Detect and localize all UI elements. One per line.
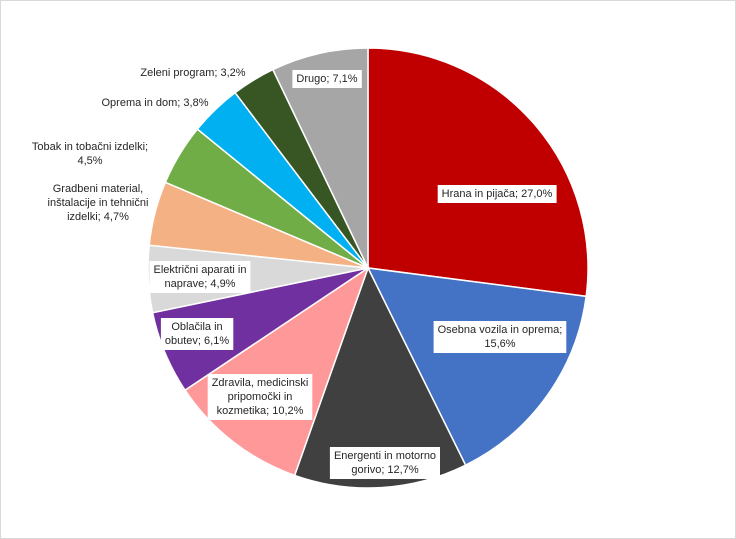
slice-label-text: Osebna vozila in oprema; 15,6%: [438, 324, 563, 350]
slice-label-text: Oblačila in obutev; 6,1%: [165, 321, 229, 347]
slice-label: Oblačila in obutev; 6,1%: [160, 318, 234, 350]
slice-label-box: [149, 261, 251, 293]
slice-label-text: Oprema in dom; 3,8%: [102, 97, 209, 109]
pie-labels: Hrana in pijača; 27,0% Osebna vozila in o…: [32, 67, 567, 479]
slice-label: Tobak in tobačni izdelki; 4,5%: [32, 141, 148, 167]
slice-label-text: Drugo; 7,1%: [296, 73, 357, 85]
slice-label-text: Zeleni program; 3,2%: [140, 67, 245, 79]
slice-label-text: Hrana in pijača; 27,0%: [442, 188, 553, 200]
slice-label: Hrana in pijača; 27,0%: [437, 185, 557, 203]
slice-label-box: [160, 318, 234, 350]
slice-label-box: [292, 70, 362, 88]
pie-slice: [366, 267, 588, 467]
slice-label-text: Tobak in tobačni izdelki; 4,5%: [32, 141, 148, 167]
slice-label: Gradbeni material, inštalacije in tehničn…: [48, 183, 149, 223]
slice-label-box: [207, 374, 313, 420]
slice-label-text: Gradbeni material, inštalacije in tehničn…: [48, 183, 149, 223]
slice-label-box: [433, 321, 567, 353]
slice-label-text: Energenti in motorno gorivo; 12,7%: [334, 450, 436, 476]
slice-label: Energenti in motorno gorivo; 12,7%: [329, 447, 440, 479]
slice-label-text: Zdravila, medicinski pripomočki in kozmeti…: [212, 377, 309, 417]
pie-slice: [271, 47, 369, 269]
pie-slices: [147, 47, 589, 489]
slice-label: Oprema in dom; 3,8%: [102, 97, 209, 109]
slice-label: Osebna vozila in oprema; 15,6%: [433, 321, 567, 353]
slice-label: Zdravila, medicinski pripomočki in kozmeti…: [207, 374, 313, 420]
slice-label-box: [329, 447, 440, 479]
pie-slice: [367, 47, 589, 298]
slice-label-box: [437, 185, 557, 203]
slice-label-text: Električni aparati in naprave; 4,9%: [154, 264, 247, 290]
pie-slice: [183, 266, 370, 477]
slice-label: Zeleni program; 3,2%: [140, 67, 245, 79]
slice-label: Drugo; 7,1%: [292, 70, 362, 88]
pie-slice: [293, 266, 467, 489]
slice-label: Električni aparati in naprave; 4,9%: [149, 261, 251, 293]
